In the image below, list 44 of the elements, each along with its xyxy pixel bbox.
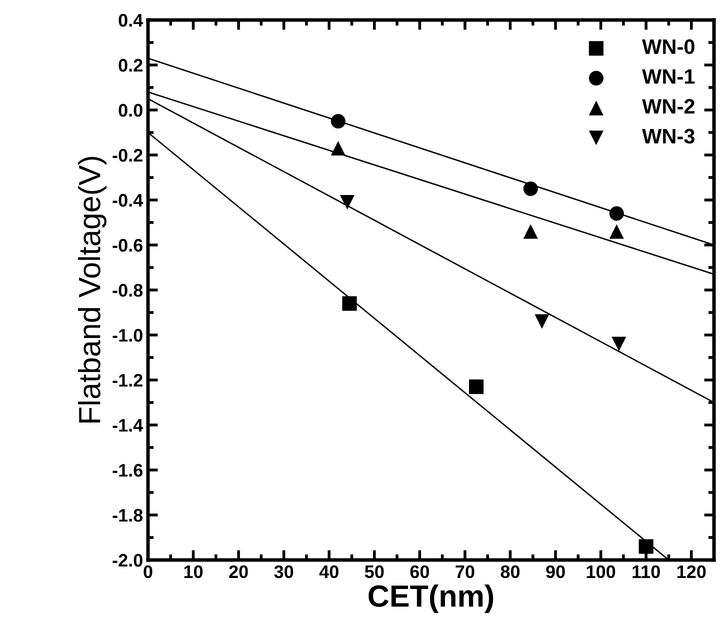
point (523, 181, 538, 196)
point (534, 314, 550, 329)
y-tick-label: -1.8 (112, 508, 143, 522)
x-tick-label: 90 (546, 565, 565, 578)
x-axis-title: CET(nm) (368, 584, 494, 613)
x-tick-label: 20 (229, 565, 248, 578)
y-tick-label: -1.4 (112, 419, 144, 432)
point (468, 379, 484, 394)
point (523, 224, 538, 239)
x-tick-label: 40 (319, 565, 338, 578)
x-tick-label: 0 (144, 565, 152, 578)
y-tick-label: -1.6 (112, 464, 142, 477)
point (609, 206, 624, 221)
y-tick-label: 0.2 (118, 58, 142, 72)
point (342, 296, 357, 311)
x-tick-label: 70 (456, 565, 474, 578)
legend-label: WN-3 (642, 128, 694, 144)
point (638, 539, 654, 554)
x-tick-label: 100 (586, 565, 616, 578)
point (612, 336, 626, 352)
y-tick-label: -0.2 (112, 148, 142, 162)
y-tick-label: -0.4 (112, 194, 144, 207)
x-tick-label: 10 (184, 565, 203, 578)
y-tick-label: 0.4 (118, 14, 144, 27)
point (330, 140, 346, 156)
y-tick-label: -1.0 (112, 328, 142, 342)
x-tick-label: 80 (500, 565, 520, 578)
legend-label: WN-1 (642, 69, 695, 84)
x-tick-label: 50 (364, 565, 384, 578)
y-tick-label: -2.0 (112, 554, 142, 567)
x-tick-label: 60 (410, 565, 429, 578)
point (340, 194, 355, 210)
x-tick-label: 110 (632, 565, 660, 578)
point (330, 114, 346, 129)
x-tick-label: 120 (677, 565, 706, 578)
y-tick-label: -0.8 (112, 284, 143, 297)
legend-label: WN-0 (642, 39, 694, 54)
point (609, 224, 624, 239)
y-tick-label: -1.2 (112, 374, 142, 387)
y-tick-label: 0.0 (118, 104, 142, 117)
legend-label: WN-2 (642, 98, 694, 114)
x-tick-label: 30 (274, 565, 294, 578)
y-axis-title: Flatband Voltage(V) (78, 156, 106, 423)
y-tick-label: -0.6 (112, 238, 142, 252)
